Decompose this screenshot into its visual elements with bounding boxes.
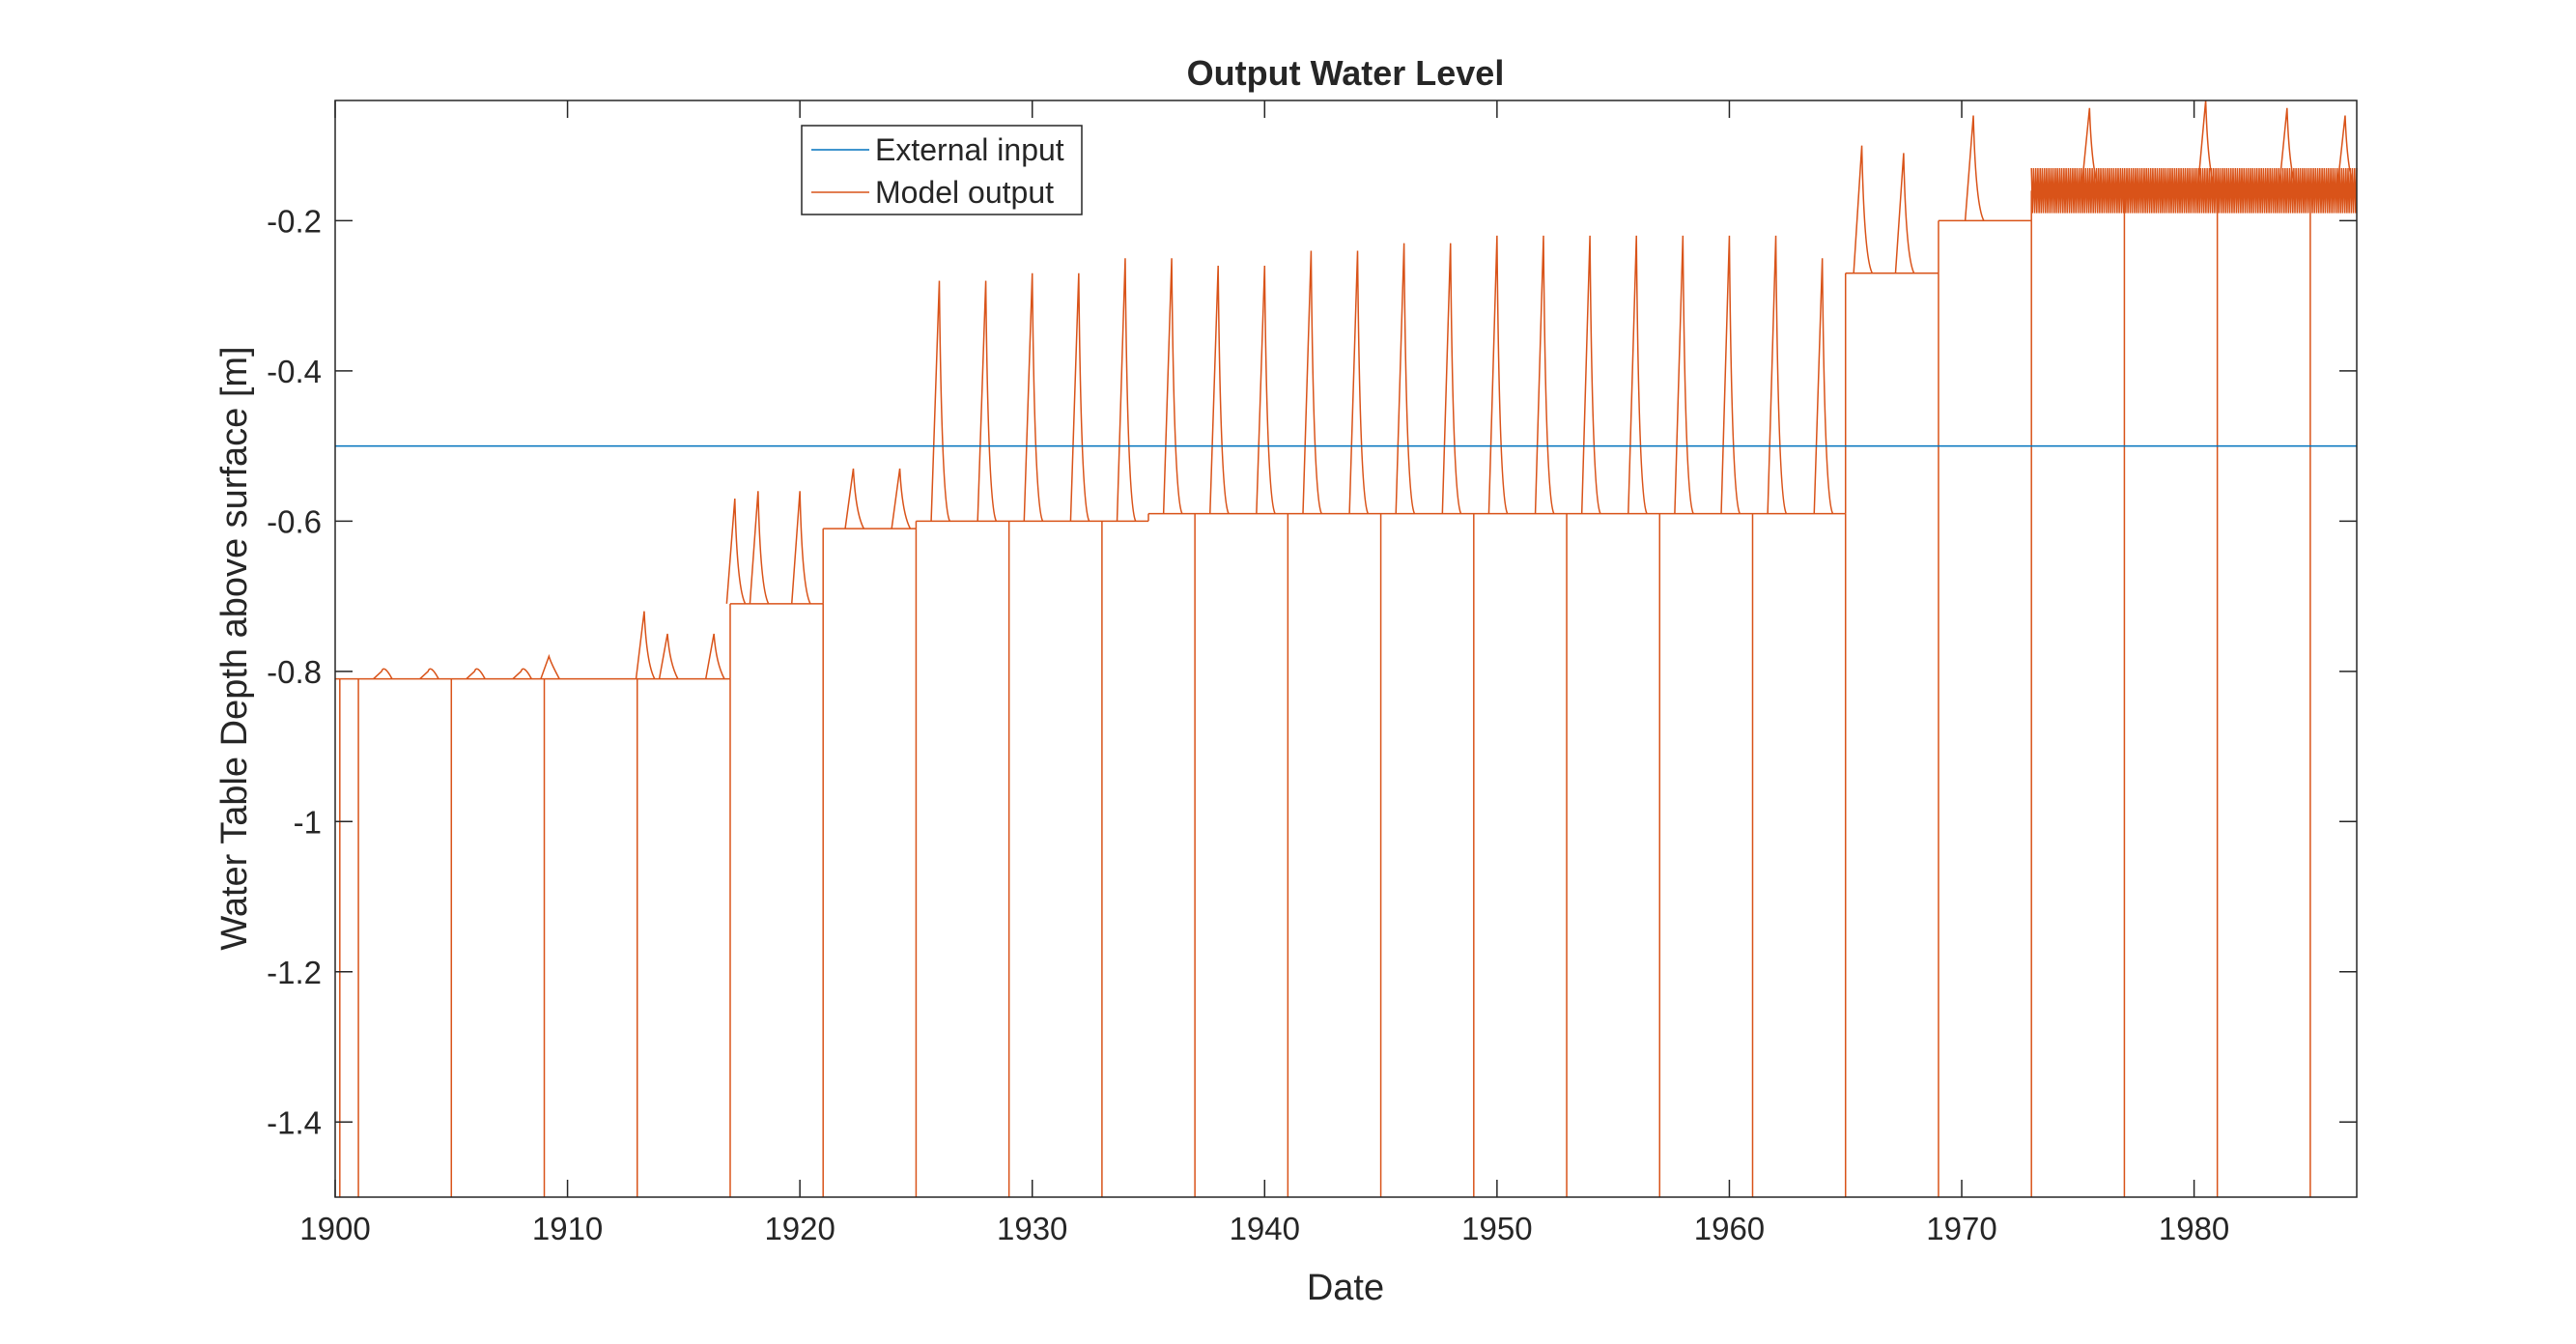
model-output-peak <box>1487 235 1509 514</box>
model-output-peak <box>1209 266 1230 514</box>
model-output-peak <box>1256 266 1276 514</box>
model-output-peak <box>1767 235 1788 514</box>
model-output-peak <box>1441 243 1462 514</box>
model-output-peak <box>1853 145 1874 274</box>
model-output-peak <box>1720 235 1741 514</box>
model-output-peak <box>1302 250 1322 514</box>
x-tick-label: 1970 <box>1926 1211 1996 1246</box>
x-tick-label: 1930 <box>997 1211 1067 1246</box>
model-output-peak <box>466 668 486 680</box>
series-model-output <box>335 100 2358 1197</box>
model-output-peak <box>1162 258 1183 514</box>
x-tick-label: 1960 <box>1694 1211 1765 1246</box>
series-layer <box>335 100 2358 1197</box>
model-output-peak <box>512 668 532 680</box>
model-output-peak <box>1534 235 1555 514</box>
model-output-peak <box>419 668 439 680</box>
x-tick-label: 1950 <box>1461 1211 1532 1246</box>
x-tick-label: 1980 <box>2159 1211 2229 1246</box>
plot-area-background <box>335 100 2357 1197</box>
model-output-peak <box>844 468 864 529</box>
y-tick-label: -0.8 <box>267 654 322 690</box>
model-output-peak <box>1894 153 1915 274</box>
x-tick-label: 1920 <box>764 1211 835 1246</box>
model-output-peak <box>1813 258 1834 514</box>
legend: External input Model output <box>801 125 1083 215</box>
model-output-peak <box>658 633 679 679</box>
model-output-peak <box>891 468 912 529</box>
legend-label-external-input: External input <box>875 132 1064 167</box>
model-output-peak <box>1116 258 1137 522</box>
y-axis-label: Water Table Depth above surface [m] <box>214 346 255 950</box>
model-output-peak <box>725 498 747 605</box>
model-output-peak <box>1628 235 1648 514</box>
axes-box <box>334 100 2358 1198</box>
x-axis: 1900 1910 1920 1930 1940 1950 1960 1970 1980 <box>299 100 2229 1246</box>
y-axis: -1.4 -1.2 -1 -0.8 -0.6 -0.4 -0.2 <box>267 203 2357 1140</box>
model-output-peak <box>373 668 393 680</box>
model-output-peak <box>1348 250 1370 514</box>
model-output-peak <box>1069 272 1090 522</box>
model-output-peak <box>540 653 560 679</box>
y-tick-label: -1 <box>294 804 322 840</box>
x-axis-label: Date <box>1307 1268 1384 1308</box>
model-output-oscillation <box>2030 167 2358 214</box>
model-output-peak <box>1964 115 1985 221</box>
x-tick-label: 1940 <box>1230 1211 1300 1246</box>
legend-box <box>801 125 1083 215</box>
y-tick-label: -1.4 <box>267 1104 322 1140</box>
y-tick-label: -0.4 <box>267 354 322 389</box>
x-tick-label: 1900 <box>299 1211 370 1246</box>
legend-label-model-output: Model output <box>875 175 1054 210</box>
model-output-peak <box>749 491 770 605</box>
model-output-peak <box>790 491 811 605</box>
model-output-peak <box>1023 272 1044 522</box>
y-tick-label: -0.6 <box>267 503 322 539</box>
chart-title: Output Water Level <box>1187 53 1505 93</box>
y-tick-label: -0.2 <box>267 203 322 239</box>
y-tick-label: -1.2 <box>267 955 322 990</box>
model-output-peak <box>1580 235 1601 514</box>
model-output-peak <box>1395 243 1416 514</box>
model-output-peak <box>704 633 725 679</box>
model-output-peak <box>1674 235 1694 514</box>
model-output-peak <box>635 611 656 679</box>
x-tick-label: 1910 <box>532 1211 603 1246</box>
